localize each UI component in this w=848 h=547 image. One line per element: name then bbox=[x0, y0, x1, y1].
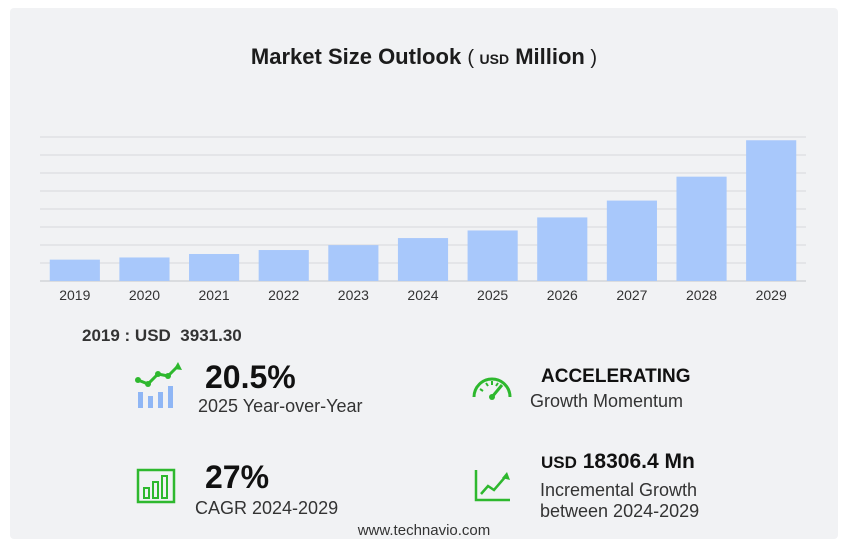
bar-2025 bbox=[467, 230, 518, 281]
speedometer-icon bbox=[470, 371, 514, 406]
title-unit-prefix: USD bbox=[479, 51, 510, 67]
x-tick-label-2022: 2022 bbox=[268, 287, 299, 303]
highlight-label: 2019 : USD bbox=[82, 326, 171, 345]
cagr-value: 27% bbox=[205, 459, 270, 495]
x-tick-label-2023: 2023 bbox=[338, 287, 369, 303]
momentum-label: Growth Momentum bbox=[530, 391, 684, 411]
title-text: Market Size Outlook bbox=[250, 44, 462, 69]
yoy-label-wrap: 2025 Year-over-Year bbox=[198, 396, 362, 417]
momentum-value: ACCELERATING bbox=[541, 366, 691, 387]
x-tick-label-2027: 2027 bbox=[616, 287, 647, 303]
bar-2028 bbox=[676, 176, 727, 281]
bar-chart-icon bbox=[136, 468, 176, 509]
chart-title: Market Size Outlook ( USD Million ) bbox=[250, 44, 598, 69]
incremental-prefix: USD bbox=[541, 453, 577, 472]
x-tick-label-2024: 2024 bbox=[407, 287, 438, 303]
bar-2021 bbox=[189, 253, 240, 281]
highlight-number: 3931.30 bbox=[180, 326, 242, 345]
incremental-label-line1: Incremental Growth bbox=[540, 480, 698, 500]
x-tick-label-2021: 2021 bbox=[199, 287, 230, 303]
x-tick-label-2026: 2026 bbox=[547, 287, 578, 303]
bar-2026 bbox=[537, 217, 588, 281]
bar-2022 bbox=[258, 250, 309, 281]
bar-2020 bbox=[119, 257, 170, 281]
bar-2019 bbox=[49, 259, 100, 281]
incremental-label-wrap: Incremental Growth between 2024-2029 bbox=[540, 480, 699, 521]
footer-url: www.technavio.com bbox=[357, 522, 491, 539]
x-tick-label-2019: 2019 bbox=[59, 287, 90, 303]
yoy-label: 2025 Year-over-Year bbox=[198, 396, 363, 416]
x-tick-label-2020: 2020 bbox=[129, 287, 160, 303]
x-tick-label-2028: 2028 bbox=[686, 287, 717, 303]
bar-2027 bbox=[606, 200, 657, 281]
x-tick-label-2029: 2029 bbox=[756, 287, 787, 303]
cagr-stat: 27% bbox=[205, 461, 269, 493]
incremental-label-line2: between 2024-2029 bbox=[540, 500, 700, 521]
incremental-value: 18306.4 Mn bbox=[582, 450, 695, 473]
bar-2029 bbox=[746, 140, 797, 281]
yoy-value: 20.5% bbox=[205, 359, 296, 395]
line-chart-icon bbox=[474, 468, 512, 507]
incremental-stat: USD 18306.4 Mn bbox=[541, 451, 695, 472]
cagr-label: CAGR 2024-2029 bbox=[195, 498, 339, 518]
growth-bars-icon bbox=[134, 362, 182, 415]
cagr-label-wrap: CAGR 2024-2029 bbox=[195, 498, 338, 519]
momentum-label-wrap: Growth Momentum bbox=[530, 391, 683, 412]
bar-chart: 2019 2020 2021 2022 2023 2024 2025 2026 2027 2028… bbox=[40, 136, 806, 303]
yoy-stat: 20.5% bbox=[205, 361, 296, 393]
title-unit: Million bbox=[515, 44, 585, 69]
bar-2023 bbox=[328, 245, 379, 281]
highlight-value: 2019 : USD 3931.30 bbox=[82, 326, 242, 346]
x-tick-label-2025: 2025 bbox=[477, 287, 508, 303]
bar-2024 bbox=[397, 238, 449, 281]
momentum-stat: ACCELERATING bbox=[541, 367, 691, 386]
